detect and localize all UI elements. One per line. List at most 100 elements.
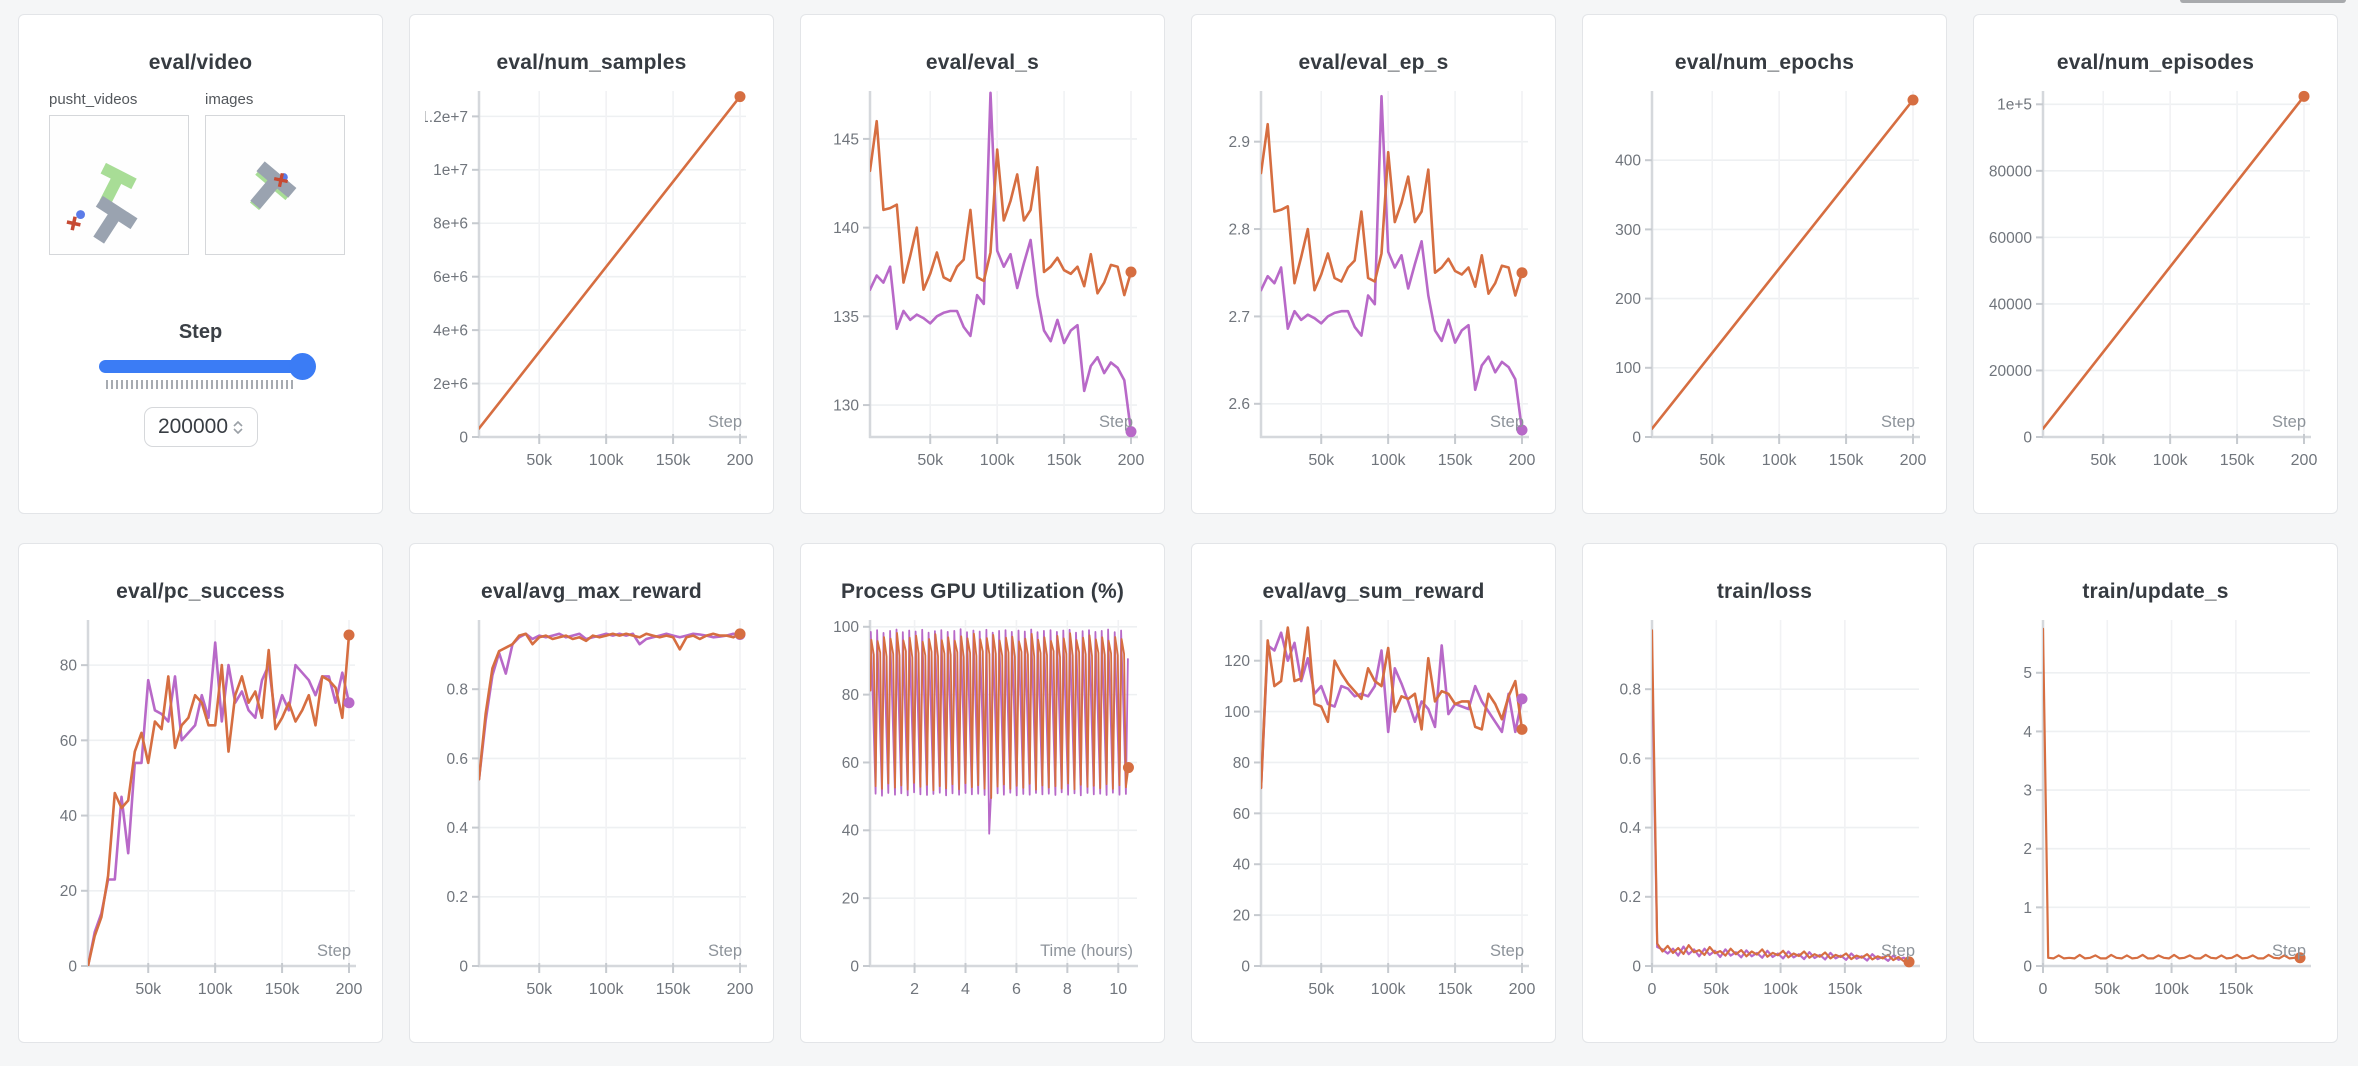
chart-canvas[interactable]: 0 1 2 3 4 5 0 50k 100k 150k Step [1989, 614, 2322, 1016]
x-tick-label: 0 [1648, 981, 1657, 998]
run-purple-line [88, 641, 351, 966]
step-stepper[interactable] [233, 420, 243, 434]
step-slider-handle[interactable] [288, 353, 316, 380]
chart-title: Process GPU Utilization (%) [840, 580, 1125, 603]
y-tick-label: 60 [1233, 806, 1251, 823]
chart-title: eval/num_episodes [2056, 51, 2255, 74]
x-tick-label: 150k [1829, 452, 1865, 469]
y-tick-label: 2.6 [1228, 396, 1250, 413]
run-orange-end-dot [2298, 90, 2310, 102]
run-orange-line [870, 631, 1130, 800]
run-orange-line [479, 632, 742, 781]
x-tick-label: 200 [1118, 452, 1145, 469]
x-tick-label: 150k [1828, 981, 1864, 998]
run-orange-end-dot [2294, 952, 2306, 964]
y-tick-label: 40000 [1989, 296, 2032, 313]
step-slider-label: Step [178, 321, 223, 343]
y-tick-label: 60000 [1989, 230, 2032, 247]
y-tick-label: 0 [2023, 429, 2032, 446]
chart-panel-train-update-s: train/update_s 0 1 2 3 4 5 0 50k 100k 150k Step [1973, 543, 2338, 1043]
chart-panel-eval-eval-ep-s: eval/eval_ep_s 2.6 2.7 2.8 2.9 50k 100k 150k 200… [1191, 14, 1556, 514]
y-tick-label: 120 [1224, 653, 1250, 670]
media-cell-images: images [205, 91, 345, 255]
y-tick-label: 80 [1233, 755, 1251, 772]
x-tick-label: 200 [2291, 452, 2318, 469]
y-tick-label: 1 [2023, 900, 2032, 917]
y-tick-label: 145 [833, 131, 859, 148]
x-tick-label: 200 [727, 981, 754, 998]
x-tick-label: 200 [1900, 452, 1927, 469]
chart-canvas[interactable]: 130 135 140 145 50k 100k 150k 200 Step [816, 85, 1149, 487]
x-tick-label: 100k [1763, 981, 1799, 998]
images-thumbnail[interactable] [205, 115, 345, 255]
run-orange-end-dot [1516, 723, 1528, 735]
x-tick-label: 150k [2220, 452, 2256, 469]
y-tick-label: 20 [1233, 908, 1251, 925]
x-tick-label: 100k [589, 452, 625, 469]
chart-canvas[interactable]: 0 100 200 300 400 50k 100k 150k 200 Step [1598, 85, 1931, 487]
run-orange-end-dot [1903, 956, 1915, 968]
chart-canvas[interactable]: 0 0.2 0.4 0.6 0.8 0 50k 100k 150k Step [1598, 614, 1931, 1016]
chevron-up-icon[interactable] [233, 420, 243, 427]
y-tick-label: 0 [1632, 429, 1641, 446]
y-tick-label: 60 [60, 733, 78, 750]
x-tick-label: 200 [1509, 452, 1536, 469]
chart-canvas[interactable]: 0 20 40 60 80 50k 100k 150k 200 Step [34, 614, 367, 1016]
chart-canvas[interactable]: 0 0.2 0.4 0.6 0.8 50k 100k 150k 200 Step [425, 614, 758, 1016]
y-tick-label: 200 [1615, 291, 1641, 308]
chart-canvas[interactable]: 2.6 2.7 2.8 2.9 50k 100k 150k 200 Step [1207, 85, 1540, 487]
chart-canvas[interactable]: 0 20 40 60 80 100 120 50k 100k 150k 200 Step [1207, 614, 1540, 1016]
run-purple-end-dot [343, 697, 355, 709]
x-tick-label: 100k [1762, 452, 1798, 469]
x-tick-label: 50k [526, 981, 553, 998]
x-tick-label: 150k [265, 981, 301, 998]
run-orange-end-dot [734, 628, 746, 640]
run-purple-end-dot [1125, 426, 1137, 438]
y-tick-label: 0 [2023, 958, 2032, 975]
y-tick-label: 0 [1632, 958, 1641, 975]
run-purple-line [870, 91, 1133, 434]
x-tick-label: 150k [656, 981, 692, 998]
agent-dot [76, 210, 85, 220]
y-tick-label: 80 [60, 658, 78, 675]
chart-title: eval/num_samples [496, 51, 687, 74]
chart-title: train/update_s [2082, 580, 2229, 603]
x-axis-label: Step [1881, 942, 1915, 960]
y-tick-label: 4e+6 [433, 323, 468, 340]
run-purple-line [479, 632, 742, 781]
y-tick-label: 0 [1241, 958, 1250, 975]
run-orange-end-dot [1122, 762, 1134, 774]
run-orange-line [2043, 95, 2306, 431]
y-tick-label: 8e+6 [433, 216, 468, 233]
chart-canvas[interactable]: 0 20 40 60 80 100 2 4 6 8 10 Time (hours) [816, 614, 1149, 1016]
y-tick-label: 0.8 [446, 682, 468, 699]
block-tee-shape [250, 161, 297, 209]
y-tick-label: 5 [2023, 665, 2032, 682]
x-tick-label: 50k [526, 452, 553, 469]
chevron-down-icon[interactable] [233, 427, 243, 434]
y-tick-label: 2.8 [1228, 221, 1250, 238]
x-tick-label: 6 [1012, 981, 1021, 998]
run-purple-end-dot [1516, 424, 1528, 436]
x-axis-label: Step [1490, 413, 1524, 431]
media-cell-pusht-videos: pusht_videos [49, 91, 189, 255]
y-tick-label: 40 [1233, 857, 1251, 874]
x-tick-label: 200 [336, 981, 363, 998]
x-axis-label: Step [2272, 942, 2306, 960]
y-tick-label: 60 [842, 755, 860, 772]
y-tick-label: 2 [2023, 841, 2032, 858]
x-tick-label: 2 [910, 981, 919, 998]
run-purple-end-dot [1516, 693, 1528, 705]
chart-canvas[interactable]: 0 20000 40000 60000 80000 1e+5 50k 100k 150k 200 S… [1989, 85, 2322, 487]
x-tick-label: 150k [1047, 452, 1083, 469]
step-value-input[interactable]: 200000 [143, 407, 258, 447]
chart-title: eval/eval_s [925, 51, 1040, 74]
pusht-video-thumbnail[interactable] [49, 115, 189, 255]
chart-canvas[interactable]: 0 2e+6 4e+6 6e+6 8e+6 1e+7 1.2e+7 50k 100k 150k 20… [425, 85, 758, 487]
media-label: pusht_videos [49, 91, 138, 108]
step-slider[interactable] [98, 353, 316, 380]
x-axis-label: Step [2272, 413, 2306, 431]
step-slider-track[interactable] [98, 360, 303, 373]
partial-toolbar-edge [2180, 0, 2346, 3]
